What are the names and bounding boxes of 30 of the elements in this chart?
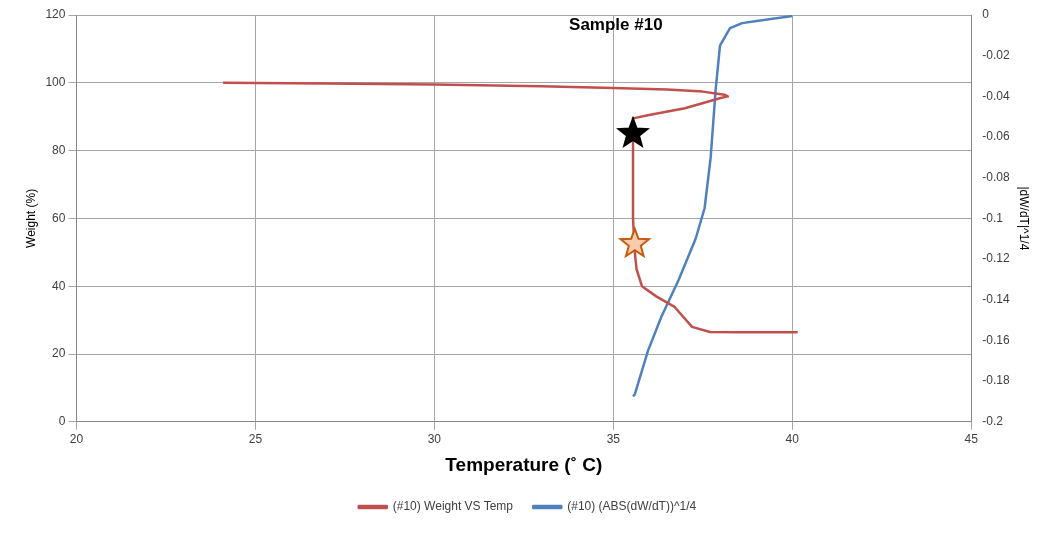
y2-tick-label: -0.18 — [982, 373, 1010, 388]
y2-axis-title: |dW/dT|^1/4 — [1017, 186, 1032, 251]
y-tick-label: 120 — [45, 7, 66, 22]
y2-tick-label: -0.06 — [982, 129, 1010, 144]
legend-label: (#10) Weight VS Temp — [392, 499, 514, 514]
y2-tick-label: 0 — [982, 7, 990, 22]
y-tick-label: 60 — [52, 210, 66, 225]
y2-tick-label: -0.08 — [982, 170, 1010, 185]
y-tick-label: 0 — [58, 414, 66, 429]
x-tick-label: 35 — [606, 432, 621, 447]
x-tick-label: 40 — [785, 432, 800, 447]
x-tick-label: 45 — [964, 432, 979, 447]
chart-title: Sample #10 — [569, 15, 663, 35]
y2-tick-label: -0.16 — [982, 332, 1010, 347]
x-tick-label: 20 — [69, 432, 84, 447]
y2-tick-label: -0.12 — [982, 251, 1010, 266]
y2-tick-label: -0.2 — [982, 414, 1004, 429]
y2-tick-label: -0.14 — [982, 292, 1010, 307]
x-axis-title: Temperature (˚ C) — [445, 453, 603, 475]
y-tick-label: 40 — [52, 278, 66, 293]
y-tick-label: 20 — [52, 346, 66, 361]
y-axis-title: Weight (%) — [23, 188, 38, 248]
y2-tick-label: -0.02 — [982, 47, 1010, 62]
y2-tick-label: -0.04 — [982, 88, 1010, 103]
y-tick-label: 100 — [45, 75, 66, 90]
y-tick-label: 80 — [52, 142, 66, 157]
x-tick-label: 30 — [427, 432, 442, 447]
y2-tick-label: -0.1 — [982, 210, 1004, 225]
x-tick-label: 25 — [248, 432, 263, 447]
legend-label: (#10) (ABS(dW/dT))^1/4 — [567, 499, 697, 514]
